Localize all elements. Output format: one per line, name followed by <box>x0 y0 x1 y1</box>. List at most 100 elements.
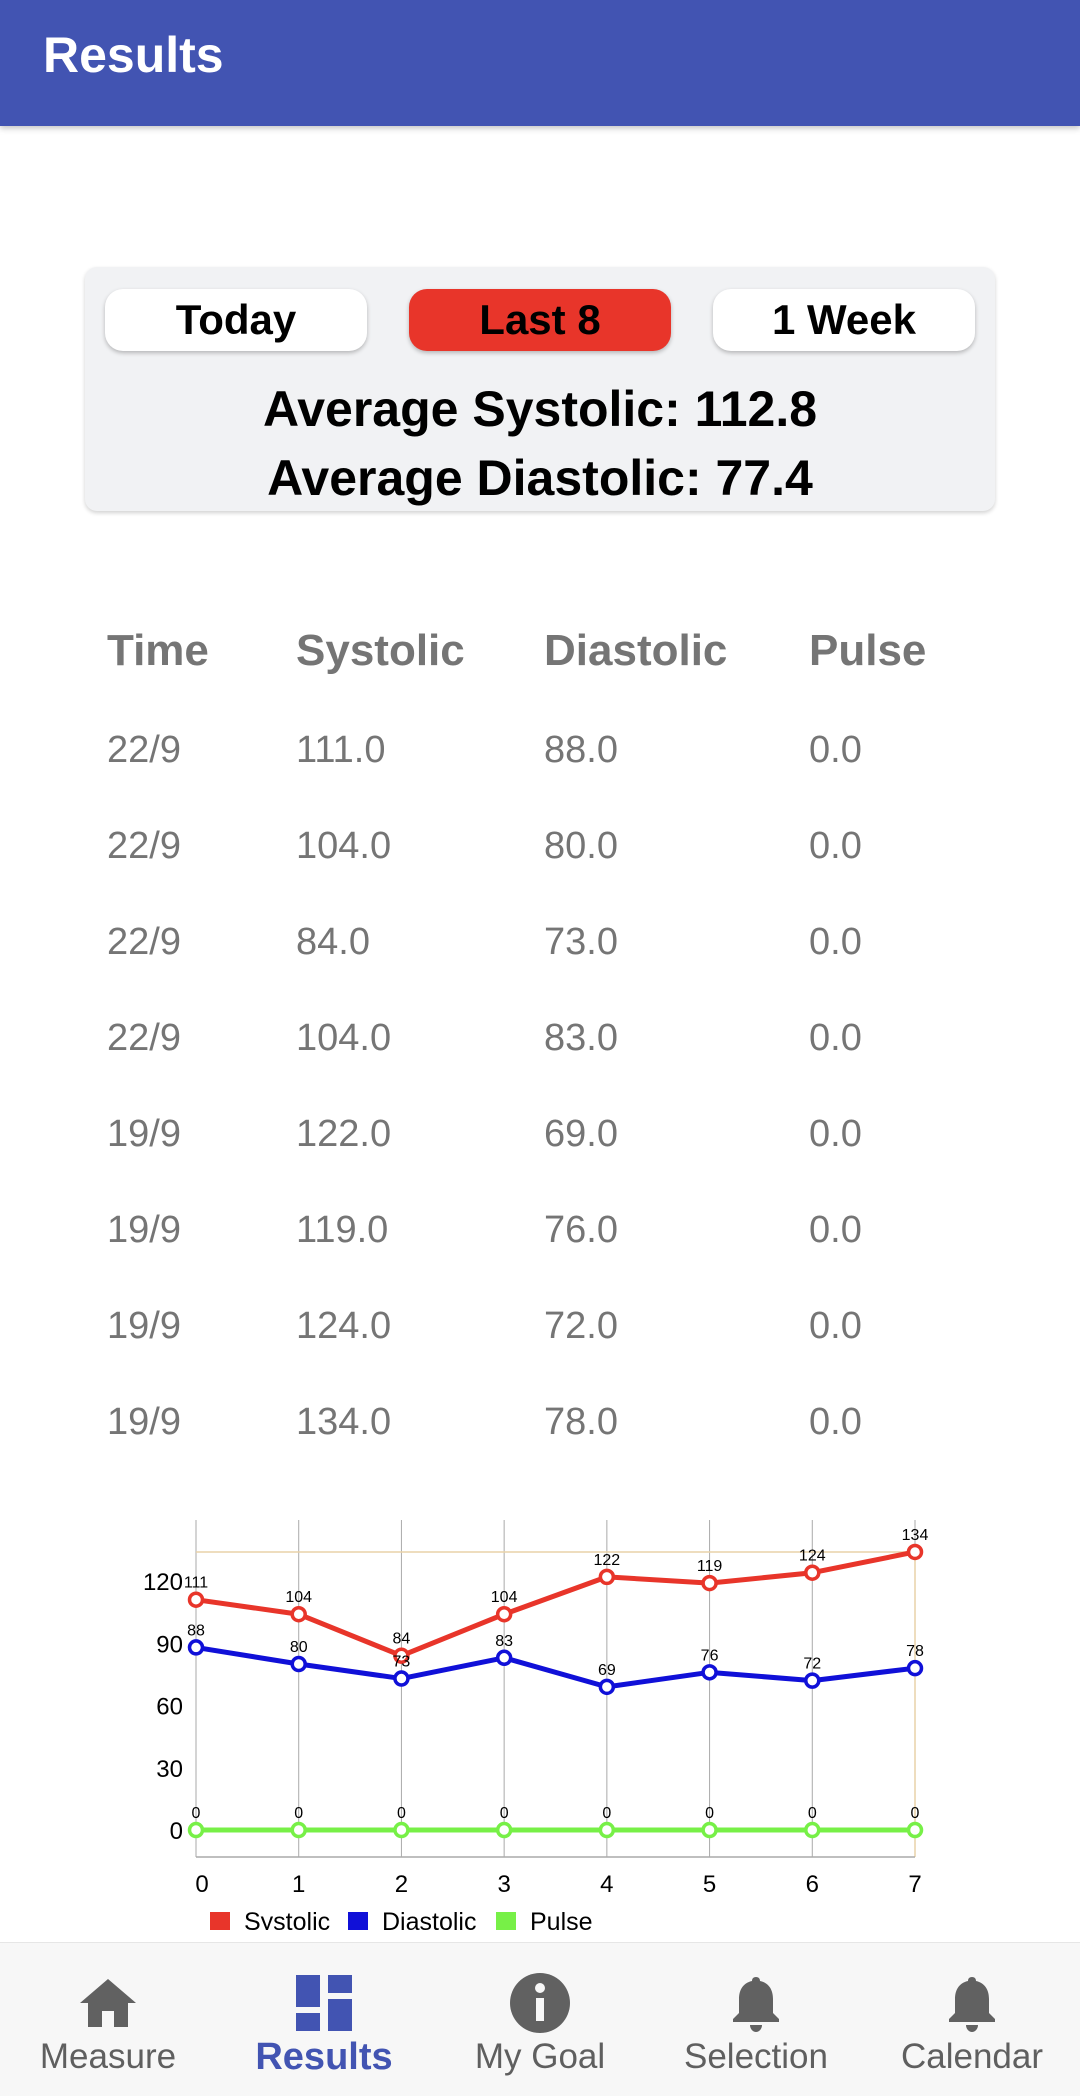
data-point-pulse <box>804 1821 821 1839</box>
cell-time: 19/9 <box>107 1113 181 1155</box>
nav-item-results[interactable]: Results <box>216 1943 432 2096</box>
data-point-systolic <box>598 1568 616 1586</box>
data-label-systolic: 119 <box>697 1558 723 1575</box>
cell-time: 22/9 <box>107 825 181 867</box>
cell-systolic: 124.0 <box>296 1305 392 1347</box>
cell-diastolic: 69.0 <box>544 1113 618 1155</box>
range-today-button[interactable]: Today <box>105 289 367 351</box>
cell-time: 22/9 <box>107 1017 181 1059</box>
data-label-pulse: 0 <box>705 1805 714 1822</box>
y-tick-label: 120 <box>143 1569 183 1596</box>
cell-diastolic: 88.0 <box>544 729 618 771</box>
cell-diastolic: 73.0 <box>544 921 618 963</box>
series-line-systolic <box>195 1549 916 1659</box>
nav-item-measure[interactable]: Measure <box>0 1943 216 2096</box>
data-label-diastolic: 80 <box>290 1639 308 1656</box>
cell-systolic: 84.0 <box>296 921 370 963</box>
cell-systolic: 119.0 <box>296 1209 389 1251</box>
cell-pulse: 0.0 <box>809 1401 862 1443</box>
data-point-systolic <box>393 1647 410 1664</box>
header-systolic: Systolic <box>296 626 465 675</box>
cell-diastolic: 83.0 <box>544 1017 618 1059</box>
cell-pulse: 0.0 <box>809 1209 862 1251</box>
data-point-pulse <box>598 1821 616 1839</box>
data-point-diastolic <box>393 1670 410 1687</box>
info-icon <box>508 1971 572 2035</box>
average-diastolic: Average Diastolic: 77.4 <box>267 450 813 506</box>
cell-time: 19/9 <box>107 1209 181 1251</box>
cell-systolic: 104.0 <box>296 1017 392 1059</box>
nav-label: Measure <box>39 2037 177 2076</box>
nav-item-my-goal[interactable]: My Goal <box>432 1943 648 2096</box>
cell-time: 22/9 <box>107 921 181 963</box>
nav-item-selection[interactable]: Selection <box>648 1943 864 2096</box>
cell-pulse: 0.0 <box>809 729 862 771</box>
x-tick-label: 3 <box>497 1871 510 1898</box>
data-point-pulse <box>495 1821 513 1839</box>
data-point-systolic <box>906 1543 924 1561</box>
range-last8-button[interactable]: Last 8 <box>409 289 671 351</box>
bell-icon <box>940 1971 1004 2035</box>
data-label-pulse: 0 <box>808 1805 817 1822</box>
app-bar: Results <box>0 0 1080 126</box>
cell-systolic: 134.0 <box>296 1401 392 1443</box>
y-tick-label: 90 <box>156 1631 183 1658</box>
data-point-diastolic <box>804 1672 821 1689</box>
range-week-button[interactable]: 1 Week <box>713 289 975 351</box>
data-label-systolic: 111 <box>184 1575 208 1592</box>
cell-systolic: 111.0 <box>296 729 386 771</box>
cell-pulse: 0.0 <box>809 825 862 867</box>
data-point-pulse <box>290 1821 307 1839</box>
x-tick-label: 2 <box>395 1871 408 1898</box>
data-point-pulse <box>393 1821 410 1839</box>
data-label-pulse: 0 <box>192 1805 201 1822</box>
nav-item-calendar[interactable]: Calendar <box>864 1943 1080 2096</box>
data-label-systolic: 104 <box>491 1589 518 1606</box>
data-label-diastolic: 78 <box>906 1643 924 1660</box>
data-point-diastolic <box>187 1639 205 1656</box>
cell-pulse: 0.0 <box>809 1113 862 1155</box>
cell-diastolic: 80.0 <box>544 825 618 867</box>
data-label-systolic: 84 <box>393 1631 411 1648</box>
x-tick-label: 0 <box>195 1871 208 1898</box>
cell-time: 22/9 <box>107 729 181 771</box>
y-tick-label: 60 <box>156 1694 183 1721</box>
x-tick-label: 1 <box>292 1871 305 1898</box>
data-point-diastolic <box>495 1649 513 1667</box>
cell-diastolic: 76.0 <box>544 1209 618 1251</box>
data-point-systolic <box>701 1574 718 1592</box>
data-point-diastolic <box>598 1678 616 1696</box>
home-icon <box>76 1971 140 2035</box>
data-point-systolic <box>495 1605 513 1623</box>
bp-line-chart: 0 30 60 90 120 0 1 2 3 4 5 6 7 111 104 84 104 122 119 124 13… <box>143 1520 929 1930</box>
data-label-pulse: 0 <box>294 1805 303 1822</box>
y-tick-label: 0 <box>170 1818 183 1845</box>
average-systolic: Average Systolic: 112.8 <box>262 381 818 437</box>
data-point-systolic <box>804 1564 821 1581</box>
legend-label-pulse: Pulse <box>530 1908 593 1930</box>
data-label-diastolic: 72 <box>803 1656 821 1673</box>
cell-diastolic: 72.0 <box>544 1305 618 1347</box>
legend-swatch-pulse <box>496 1912 516 1930</box>
cell-time: 19/9 <box>107 1305 181 1347</box>
data-label-pulse: 0 <box>500 1805 509 1822</box>
data-point-diastolic <box>701 1664 718 1681</box>
series-line-diastolic <box>195 1644 916 1690</box>
data-label-diastolic: 69 <box>598 1662 616 1679</box>
x-tick-label: 4 <box>600 1871 613 1898</box>
dashboard-icon <box>292 1971 356 2035</box>
data-label-pulse: 0 <box>911 1805 920 1822</box>
summary-card: Today Last 8 1 Week Average Systolic: 11… <box>85 267 995 511</box>
cell-pulse: 0.0 <box>809 1017 862 1059</box>
x-tick-label: 6 <box>806 1871 819 1898</box>
data-point-pulse <box>187 1821 205 1839</box>
x-tick-label: 5 <box>703 1871 716 1898</box>
data-point-diastolic <box>290 1655 307 1673</box>
data-label-systolic: 134 <box>902 1527 929 1544</box>
cell-pulse: 0.0 <box>809 1305 862 1347</box>
page-title: Results <box>43 27 224 83</box>
nav-label: Selection <box>684 2037 828 2076</box>
data-label-pulse: 0 <box>397 1805 406 1822</box>
header-time: Time <box>107 626 209 675</box>
y-tick-label: 30 <box>156 1756 183 1783</box>
